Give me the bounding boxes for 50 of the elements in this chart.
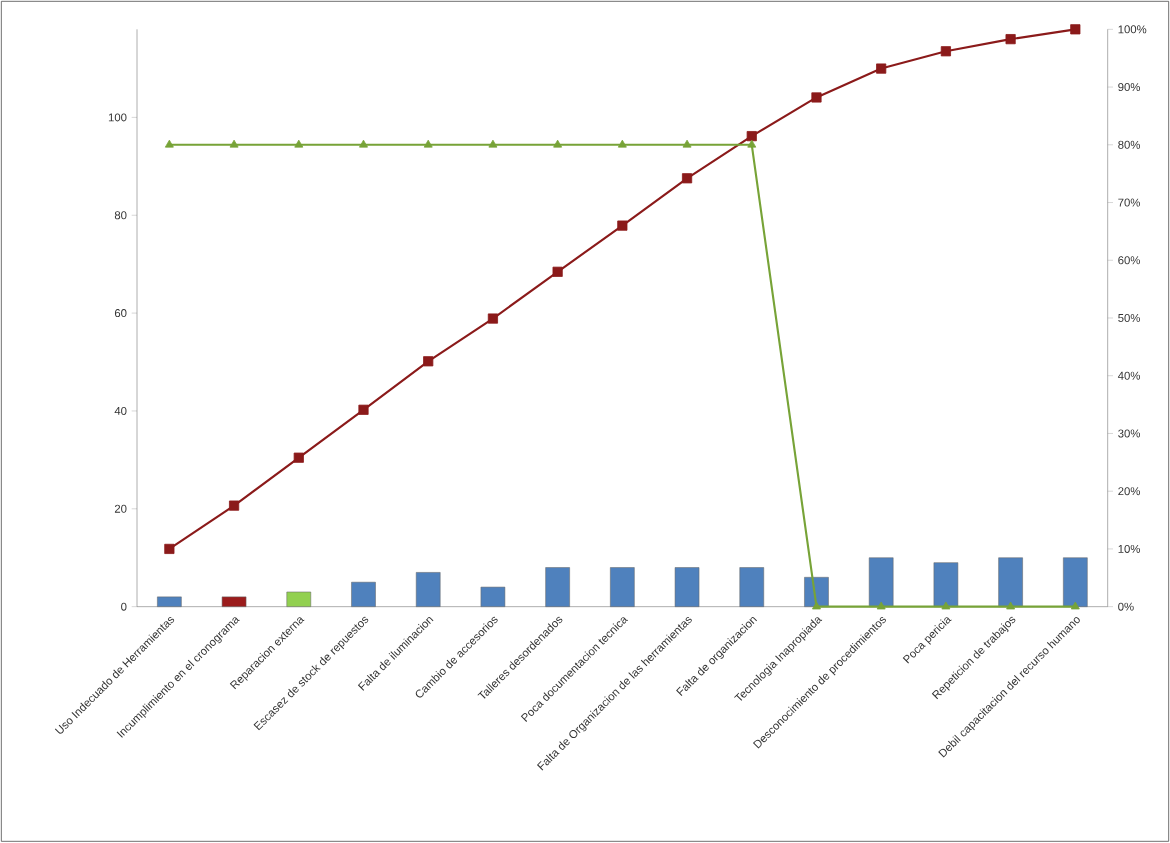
point [359, 139, 368, 148]
point [811, 92, 822, 103]
y-tick-label: 100 [108, 113, 127, 122]
point [358, 404, 369, 416]
point [552, 266, 563, 278]
point [681, 173, 693, 184]
point [682, 139, 692, 148]
y-tick-label: 0 [121, 602, 127, 611]
y2-tick-label: 100% [1118, 25, 1147, 34]
y2-tick-label: 70% [1118, 198, 1140, 207]
y-tick-label: 40 [114, 407, 127, 416]
y2-tick-label: 50% [1118, 314, 1140, 323]
point [1070, 601, 1080, 610]
point [617, 139, 627, 148]
point [293, 452, 304, 463]
y2-tick-label: 40% [1117, 371, 1140, 380]
point [229, 139, 239, 148]
y2-tick-label: 90% [1118, 83, 1140, 92]
point [553, 139, 563, 148]
bar [933, 562, 959, 608]
point [487, 313, 498, 324]
point [617, 220, 628, 231]
point [164, 139, 174, 148]
y2-tick-label: 0% [1118, 602, 1134, 611]
y-tick-label: 20 [114, 504, 127, 513]
bar [998, 557, 1023, 608]
point [423, 356, 434, 367]
y2-tick-label: 60% [1118, 256, 1140, 265]
bar [868, 557, 894, 608]
point [1005, 34, 1016, 45]
point [1070, 24, 1081, 35]
point [941, 601, 951, 610]
y2-tick-label: 80% [1118, 140, 1140, 149]
y2-tick-label: 10% [1118, 545, 1140, 554]
y2-tick-label: 20% [1118, 487, 1140, 496]
point [294, 139, 304, 148]
point [488, 139, 498, 148]
point [876, 63, 887, 74]
point [876, 601, 886, 610]
point [164, 544, 175, 555]
point [812, 601, 821, 610]
point [940, 46, 951, 57]
point [229, 500, 240, 511]
point [747, 139, 757, 148]
point [746, 131, 757, 142]
y-tick-label: 60 [114, 309, 127, 318]
y-tick-label: 80 [114, 211, 127, 220]
y2-tick-label: 30% [1118, 429, 1140, 438]
point [1006, 601, 1016, 610]
point [423, 139, 433, 148]
